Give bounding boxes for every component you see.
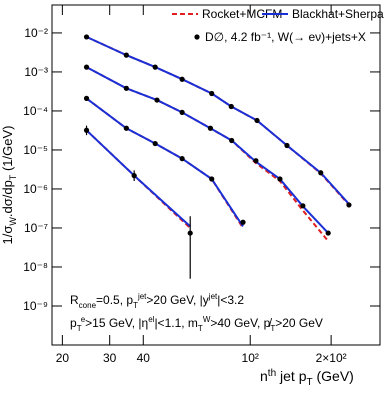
annotation-part: >15 GeV, |η	[85, 316, 148, 330]
data-point	[154, 97, 160, 103]
legend-label: D∅, 4.2 fb⁻¹, W(→ eν)+jets+X	[205, 30, 366, 44]
x-tick-label: 2×10²	[316, 351, 347, 365]
y-axis-label-part: W	[8, 217, 18, 226]
x-tick-label: 10²	[242, 351, 259, 365]
x-axis-label-part: th	[268, 368, 276, 379]
annotation-part: jet	[208, 292, 218, 301]
data-point	[346, 202, 352, 208]
annotation-part: jet	[137, 292, 147, 301]
data-point	[253, 158, 259, 164]
x-axis-label-part: T	[307, 377, 313, 388]
y-tick-label: 10⁻⁴	[23, 104, 48, 118]
annotation-part: e	[81, 315, 86, 324]
annotation-part: T	[198, 324, 203, 333]
data-point	[277, 176, 283, 182]
annotation: Rcone=0.5, pTjet>20 GeV, |yjet|<3.2	[70, 292, 244, 310]
annotation-part: el	[148, 315, 154, 324]
annotation-part: R	[70, 293, 79, 307]
annotation-part: >40 GeV, p̸	[210, 316, 272, 330]
x-axis-label: nth jet pT (GeV)	[260, 368, 354, 388]
y-axis-label: 1/σW.dσ/dpT (1/GeV)	[0, 126, 18, 245]
data-point	[187, 230, 193, 236]
annotation-part: =0.5, p	[96, 293, 133, 307]
annotation-part: T	[133, 301, 138, 310]
y-axis-label-part: (1/GeV)	[0, 126, 15, 175]
x-axis-label-part: jet p	[276, 368, 307, 384]
data-point	[83, 34, 90, 40]
annotation-part: cone	[79, 301, 97, 310]
annotation: pTe>15 GeV, |ηel|<1.1, mTW>40 GeV, p̸T>2…	[70, 315, 323, 333]
plot-frame	[51, 4, 381, 346]
annotation-part: W	[203, 315, 211, 324]
x-axis-label-part: (GeV)	[313, 368, 354, 384]
data-point	[254, 117, 260, 124]
legend-label: Blackhat+Sherpa	[292, 7, 384, 21]
model-curve	[85, 97, 244, 227]
data-point	[83, 95, 90, 101]
data-point	[300, 203, 306, 209]
data-point	[179, 156, 185, 162]
y-tick-label: 10⁻²	[24, 26, 48, 40]
data-point	[240, 219, 246, 225]
y-tick-label: 10⁻⁹	[23, 299, 48, 313]
annotation-part: |<3.2	[217, 293, 244, 307]
data-point	[179, 109, 185, 115]
data-point	[228, 103, 234, 110]
annotation-part: p	[70, 316, 77, 330]
data-point	[152, 140, 158, 147]
data-point	[284, 142, 290, 149]
x-tick-label: 30	[103, 351, 117, 365]
y-tick-label: 10⁻⁷	[24, 221, 48, 235]
annotation-part: >20 GeV	[275, 316, 323, 330]
y-tick-label: 10⁻⁵	[23, 143, 48, 157]
data-point	[83, 127, 90, 133]
data-point	[318, 170, 324, 176]
model-curve	[86, 66, 329, 242]
y-tick-label: 10⁻³	[24, 65, 48, 79]
model-curve	[86, 35, 350, 205]
y-axis-label-part: T	[8, 174, 18, 180]
x-tick-label: 20	[56, 351, 70, 365]
y-axis-label-part: .dσ/dp	[0, 180, 15, 217]
data-point	[131, 173, 137, 179]
legend-marker	[194, 34, 200, 40]
data-point	[152, 64, 158, 70]
data-point	[325, 230, 331, 236]
data-point	[123, 85, 129, 91]
annotation-part: >20 GeV, |y	[146, 293, 208, 307]
data-point	[209, 176, 215, 182]
legend-label: Rocket+MCFM	[202, 7, 282, 21]
model-curve	[86, 66, 329, 234]
data-point	[179, 76, 185, 82]
data-point	[123, 125, 129, 131]
data-point	[123, 52, 129, 58]
data-point	[229, 137, 235, 144]
y-tick-label: 10⁻⁶	[23, 182, 48, 196]
data-point	[209, 90, 215, 97]
annotation-part: T	[270, 324, 275, 333]
annotation-part: T	[77, 324, 82, 333]
x-tick-label: 40	[137, 351, 151, 365]
y-axis-label-part: 1/σ	[0, 226, 15, 245]
x-axis-label-part: n	[260, 368, 268, 384]
data-point	[83, 64, 90, 70]
data-point	[207, 125, 214, 131]
annotation-part: |<1.1, m	[154, 316, 197, 330]
y-tick-label: 10⁻⁸	[23, 260, 48, 274]
